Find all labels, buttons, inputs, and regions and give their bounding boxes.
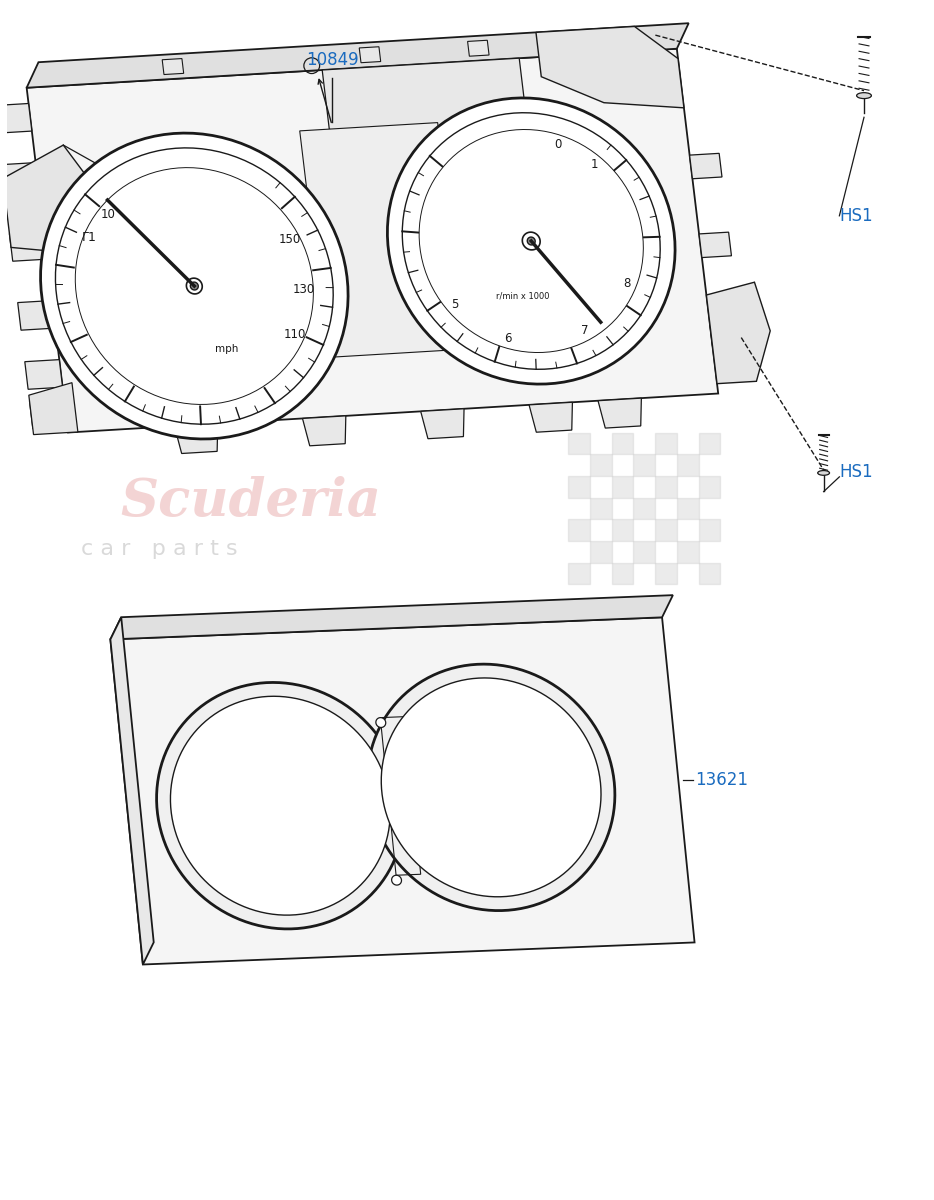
Polygon shape — [303, 416, 346, 446]
Bar — [655, 476, 677, 498]
Polygon shape — [522, 232, 540, 250]
Polygon shape — [27, 23, 688, 88]
Polygon shape — [18, 300, 55, 330]
Polygon shape — [163, 59, 184, 74]
Polygon shape — [110, 617, 154, 965]
Polygon shape — [529, 402, 573, 432]
Polygon shape — [9, 232, 48, 262]
Polygon shape — [110, 617, 695, 965]
Text: Γ1: Γ1 — [82, 232, 97, 245]
Bar — [612, 476, 633, 498]
Bar — [655, 563, 677, 584]
Polygon shape — [367, 664, 615, 911]
Text: 5: 5 — [451, 298, 459, 311]
Bar — [633, 455, 655, 476]
Bar — [633, 541, 655, 563]
Bar — [569, 520, 590, 541]
Polygon shape — [322, 58, 526, 146]
Polygon shape — [191, 282, 198, 290]
Bar — [699, 520, 720, 541]
Bar — [612, 432, 633, 455]
Text: 13621: 13621 — [695, 770, 748, 788]
Polygon shape — [157, 683, 404, 929]
Ellipse shape — [856, 92, 871, 98]
Text: 1: 1 — [590, 158, 598, 172]
Text: 10: 10 — [101, 208, 116, 221]
Polygon shape — [375, 718, 386, 727]
Polygon shape — [420, 409, 464, 439]
Polygon shape — [170, 696, 390, 916]
Bar — [655, 520, 677, 541]
Polygon shape — [699, 232, 731, 258]
Bar — [699, 563, 720, 584]
Polygon shape — [110, 595, 672, 640]
Bar — [612, 563, 633, 584]
Bar — [633, 498, 655, 520]
Bar — [612, 520, 633, 541]
Polygon shape — [706, 282, 771, 384]
Text: 7: 7 — [581, 324, 589, 337]
Text: 6: 6 — [504, 332, 512, 344]
Text: Scuderia: Scuderia — [120, 476, 381, 527]
Text: HS1: HS1 — [840, 206, 873, 224]
Text: 130: 130 — [292, 282, 315, 295]
Text: 0: 0 — [554, 138, 561, 151]
Polygon shape — [300, 122, 465, 358]
Text: HS1: HS1 — [840, 463, 873, 481]
Polygon shape — [468, 41, 489, 56]
Polygon shape — [710, 320, 743, 347]
Bar — [677, 498, 699, 520]
Polygon shape — [3, 145, 105, 253]
Polygon shape — [27, 49, 718, 432]
Bar — [677, 541, 699, 563]
Bar — [699, 476, 720, 498]
Bar — [569, 563, 590, 584]
Polygon shape — [388, 98, 675, 384]
Text: c a r   p a r t s: c a r p a r t s — [81, 539, 237, 559]
Bar — [590, 498, 612, 520]
Polygon shape — [528, 238, 535, 245]
Text: 150: 150 — [278, 233, 301, 246]
Polygon shape — [30, 400, 67, 428]
Text: 8: 8 — [623, 277, 630, 289]
Polygon shape — [689, 154, 722, 179]
Bar — [699, 432, 720, 455]
Polygon shape — [29, 383, 78, 434]
Polygon shape — [381, 678, 601, 896]
Bar — [590, 455, 612, 476]
Polygon shape — [1, 163, 39, 192]
Text: mph: mph — [215, 343, 238, 354]
Text: 10849: 10849 — [305, 52, 359, 70]
Polygon shape — [360, 47, 381, 62]
Polygon shape — [536, 26, 684, 108]
Polygon shape — [40, 133, 348, 439]
Bar — [655, 432, 677, 455]
Polygon shape — [187, 278, 203, 294]
Polygon shape — [175, 424, 218, 454]
Text: 110: 110 — [284, 328, 305, 341]
Polygon shape — [598, 398, 642, 428]
Ellipse shape — [817, 470, 829, 475]
Bar — [590, 541, 612, 563]
Polygon shape — [0, 103, 32, 133]
Polygon shape — [391, 875, 402, 886]
Polygon shape — [25, 360, 63, 389]
Text: r/min x 1000: r/min x 1000 — [496, 292, 550, 300]
Bar — [677, 455, 699, 476]
Bar — [569, 476, 590, 498]
Bar — [569, 432, 590, 455]
